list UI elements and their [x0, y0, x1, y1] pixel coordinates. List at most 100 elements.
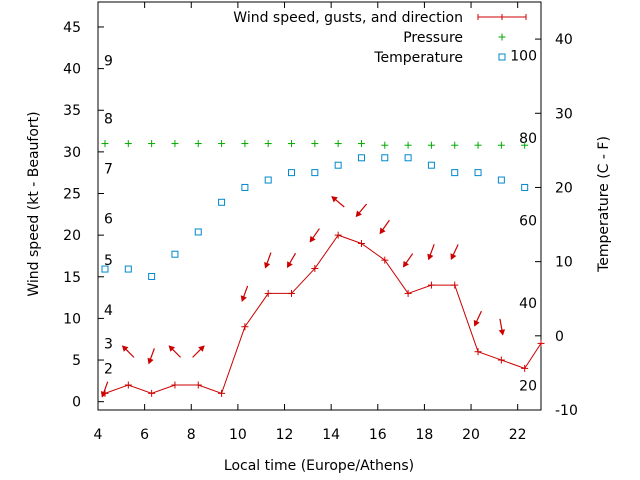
wind-direction-arrow	[264, 252, 272, 269]
arrow-head	[147, 357, 154, 365]
pressure-point	[171, 140, 179, 148]
wind-direction-arrow	[427, 244, 435, 261]
temperature-point	[171, 250, 179, 258]
legend: Wind speed, gusts, and direction Pressure…	[233, 10, 527, 66]
y2-tick-label: 10	[555, 255, 573, 271]
y2-axis-label: Temperature (C - F)	[596, 136, 612, 273]
temperature-point	[404, 154, 412, 162]
pressure-point	[194, 140, 202, 148]
temperature-point	[521, 183, 529, 191]
x-tick-label: 22	[509, 427, 527, 443]
y-tick-label: 0	[72, 395, 81, 411]
arrow-head	[355, 210, 362, 218]
y-tick-label: 35	[63, 103, 81, 119]
wind-direction-arrow	[168, 345, 182, 358]
x-tick-label: 8	[187, 427, 196, 443]
x-tick-label: 4	[94, 427, 103, 443]
y2-tick-label: 0	[555, 329, 564, 345]
wind-direction-arrow	[192, 345, 205, 358]
plot-area	[100, 140, 545, 398]
beaufort-label: 6	[104, 211, 113, 227]
axes: 4 6 8 10 12 14 16 18 20 22051015202530354045-1001…	[63, 1, 578, 443]
pressure-point	[218, 140, 226, 148]
pressure-point	[101, 140, 109, 148]
beaufort-label: 4	[104, 303, 113, 319]
temperature-point	[218, 198, 226, 206]
arrow-head	[402, 260, 409, 268]
wind-speed-line	[104, 234, 542, 394]
beaufort-label: 2	[104, 361, 113, 377]
arrow-head	[450, 253, 457, 260]
beaufort-label: 9	[104, 53, 113, 69]
y-tick-label: 5	[72, 353, 81, 369]
y-axis-label: Wind speed (kt - Beaufort)	[26, 111, 42, 296]
x-tick-label: 18	[416, 427, 434, 443]
x-tick-label: 20	[462, 427, 480, 443]
wind-direction-arrow	[355, 203, 368, 218]
temperature-point	[264, 176, 272, 184]
beaufort-label: 8	[104, 112, 113, 128]
pressure-point	[404, 141, 412, 149]
temperature-point	[474, 169, 482, 177]
plot-frame	[97, 1, 542, 411]
arrow-head	[498, 329, 506, 336]
y-tick-label: 30	[63, 145, 81, 161]
pressure-point	[381, 141, 389, 149]
wind-direction-arrow	[121, 345, 135, 358]
legend-label-temperature: Temperature	[373, 50, 463, 66]
x-axis-label: Local time (Europe/Athens)	[224, 458, 414, 474]
y2-tick-label: 30	[555, 106, 573, 122]
y-tick-label: 10	[63, 311, 81, 327]
legend-sample-temperature	[498, 53, 506, 61]
fahrenheit-label: 80	[519, 131, 537, 147]
x-tick-label: 16	[369, 427, 387, 443]
temperature-point	[288, 169, 296, 177]
pressure-point	[264, 140, 272, 148]
wind-direction-arrow	[100, 381, 109, 398]
wind-direction-arrow	[402, 253, 414, 268]
temperature-point	[241, 183, 249, 191]
y2-tick-label: 20	[555, 180, 573, 196]
y2-tick-label: -10	[555, 403, 578, 419]
arrow-head	[168, 345, 176, 352]
wind-direction-arrow	[379, 219, 390, 235]
temperature-point	[497, 176, 505, 184]
temperature-point	[357, 154, 365, 162]
temperature-point	[451, 169, 459, 177]
y2-tick-label: 40	[555, 32, 573, 48]
fahrenheit-label: 20	[519, 378, 537, 394]
legend-label-pressure: Pressure	[403, 30, 463, 46]
temperature-point	[101, 265, 109, 273]
arrow-head	[379, 227, 386, 235]
arrow-head	[100, 390, 107, 398]
arrow-head	[198, 345, 205, 352]
arrow-head	[473, 319, 480, 327]
arrow-head	[286, 261, 293, 268]
wind-direction-arrow	[309, 228, 320, 243]
pressure-point	[427, 141, 435, 149]
arrow-head	[240, 295, 247, 302]
wind-direction-arrow	[498, 318, 506, 336]
wind-direction-arrow	[147, 348, 155, 365]
temperature-point	[148, 272, 156, 280]
pressure-point	[357, 140, 365, 148]
pressure-point	[497, 141, 505, 149]
x-tick-label: 6	[140, 427, 149, 443]
wind-direction-arrow	[240, 285, 249, 302]
pressure-point	[521, 141, 529, 149]
pressure-point	[124, 140, 132, 148]
fahrenheit-label: 40	[519, 296, 537, 312]
y-tick-label: 45	[63, 20, 81, 36]
arrow-head	[427, 253, 434, 261]
wind-direction-arrow	[450, 244, 459, 260]
pressure-point	[311, 140, 319, 148]
y-tick-label: 20	[63, 228, 81, 244]
arrow-head	[121, 345, 129, 352]
pressure-point	[474, 141, 482, 149]
fahrenheit-label: 100	[510, 49, 537, 65]
temperature-point	[427, 161, 435, 169]
wind-direction-arrow	[286, 252, 297, 268]
temperature-point	[124, 265, 132, 273]
